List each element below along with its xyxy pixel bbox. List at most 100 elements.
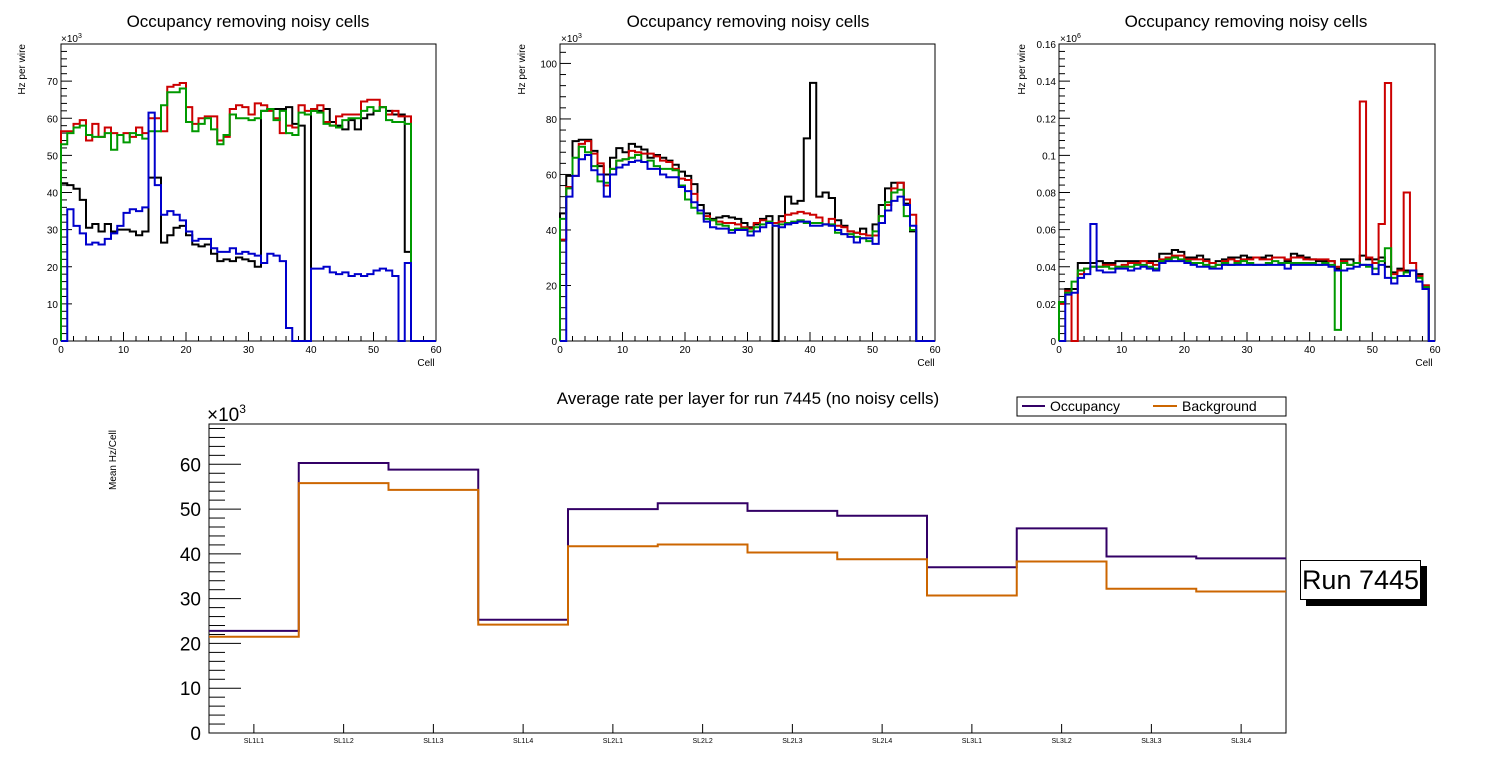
- x-tick-label: 40: [1304, 345, 1316, 356]
- series-line-green: [559, 145, 935, 342]
- y-tick-label: 70: [47, 77, 59, 88]
- x-tick-label: 10: [617, 345, 629, 356]
- panel-1-title: Occupancy removing noisy cells: [127, 12, 370, 31]
- y-tick-label: 30: [47, 226, 59, 237]
- y-tick-label: 80: [546, 115, 558, 126]
- y-tick-label: 60: [546, 170, 558, 181]
- y-tick-label: 60: [47, 114, 59, 125]
- y-tick-label: 50: [180, 500, 201, 521]
- x-tick-label: 40: [804, 345, 816, 356]
- summary-ylabel: Mean Hz/Cell: [108, 430, 119, 490]
- y-tick-label: 20: [180, 634, 201, 655]
- y-tick-label: 0: [190, 724, 201, 745]
- legend-label-background: Background: [1182, 398, 1257, 414]
- series-line-blue: [61, 111, 436, 342]
- panel-2-xlabel: Cell: [917, 358, 934, 369]
- x-tick-label: 20: [1179, 345, 1191, 356]
- panel-3-exponent: ×106: [1060, 33, 1081, 45]
- y-tick-label: 20: [546, 281, 558, 292]
- exponent-power: 3: [239, 402, 246, 416]
- y-tick-label: 0.12: [1037, 114, 1057, 125]
- y-tick-label: 30: [180, 590, 201, 611]
- x-tick-label: 50: [1367, 345, 1379, 356]
- x-tick-label: 0: [1056, 345, 1062, 356]
- legend: Occupancy Background: [1016, 396, 1287, 417]
- panel-2-title: Occupancy removing noisy cells: [627, 12, 870, 31]
- x-tick-label: 30: [243, 345, 255, 356]
- panel-3-ylabel: Hz per wire: [1017, 44, 1028, 95]
- y-tick-label: 0.06: [1037, 226, 1057, 237]
- series-line-blue: [1059, 223, 1435, 342]
- summary-title: Average rate per layer for run 7445 (no …: [557, 389, 939, 408]
- series-line-red: [1058, 81, 1435, 342]
- series-line-occupancy: [209, 461, 1286, 632]
- x-category-label: SL2L4: [872, 738, 892, 745]
- x-category-label: SL2L2: [693, 738, 713, 745]
- x-tick-label: 20: [180, 345, 192, 356]
- y-tick-label: 0.16: [1037, 40, 1057, 51]
- x-category-label: SL2L1: [603, 738, 623, 745]
- x-category-label: SL2L3: [782, 738, 802, 745]
- x-tick-label: 60: [929, 345, 941, 356]
- x-category-label: SL1L4: [513, 738, 533, 745]
- exponent-base: ×10: [207, 405, 239, 426]
- y-tick-label: 0.14: [1037, 77, 1057, 88]
- series-line-blue: [560, 154, 935, 342]
- plot-frame: [1058, 43, 1436, 342]
- panel-1-ylabel: Hz per wire: [17, 44, 28, 95]
- exponent-base: ×10: [561, 34, 578, 45]
- summary-panel: Average rate per layer for run 7445 (no …: [108, 389, 1287, 745]
- y-tick-label: 0.04: [1037, 263, 1057, 274]
- series-line-background: [209, 482, 1286, 638]
- x-tick-label: 20: [679, 345, 691, 356]
- x-tick-label: 60: [430, 345, 442, 356]
- legend-box: [1016, 396, 1287, 417]
- x-tick-label: 0: [58, 345, 64, 356]
- x-category-label: SL3L4: [1231, 738, 1251, 745]
- run-label-box: Run 7445: [1300, 560, 1421, 600]
- y-tick-label: 60: [180, 455, 201, 476]
- x-tick-label: 50: [368, 345, 380, 356]
- y-tick-label: 0: [52, 337, 58, 348]
- panel-3-title: Occupancy removing noisy cells: [1125, 12, 1368, 31]
- plot-frame: [208, 423, 1287, 734]
- y-tick-label: 40: [546, 226, 558, 237]
- summary-exponent: ×103: [207, 402, 246, 426]
- y-tick-label: 40: [180, 545, 201, 566]
- panel-1-exponent: ×103: [61, 33, 82, 45]
- exponent-power: 6: [1077, 33, 1081, 40]
- panel-2: Occupancy removing noisy cells Cell Hz p…: [517, 12, 941, 369]
- y-tick-label: 20: [47, 263, 59, 274]
- x-tick-label: 30: [742, 345, 754, 356]
- x-tick-label: 50: [867, 345, 879, 356]
- panel-2-ylabel: Hz per wire: [517, 44, 528, 95]
- x-tick-label: 60: [1429, 345, 1441, 356]
- x-category-label: SL1L3: [423, 738, 443, 745]
- y-tick-label: 10: [180, 679, 201, 700]
- y-tick-label: 40: [47, 189, 59, 200]
- panel-1: Occupancy removing noisy cells Cell Hz p…: [17, 12, 442, 369]
- exponent-power: 3: [578, 33, 582, 40]
- exponent-base: ×10: [61, 34, 78, 45]
- x-category-label: SL1L1: [244, 738, 264, 745]
- plot-frame: [60, 43, 437, 342]
- panel-1-xlabel: Cell: [417, 358, 434, 369]
- y-tick-label: 0: [551, 337, 557, 348]
- x-tick-label: 0: [557, 345, 563, 356]
- panel-3-xlabel: Cell: [1415, 358, 1432, 369]
- exponent-base: ×10: [1060, 34, 1077, 45]
- y-tick-label: 0.08: [1037, 189, 1057, 200]
- x-category-label: SL3L3: [1141, 738, 1161, 745]
- series-line-black: [559, 81, 935, 342]
- y-tick-label: 0: [1050, 337, 1056, 348]
- legend-label-occupancy: Occupancy: [1050, 398, 1120, 414]
- series-line-red: [60, 81, 436, 342]
- plot-frame: [559, 43, 936, 342]
- panel-3: Occupancy removing noisy cells Cell Hz p…: [1017, 12, 1441, 369]
- y-tick-label: 0.02: [1037, 300, 1057, 311]
- y-tick-label: 10: [47, 300, 59, 311]
- x-tick-label: 10: [1116, 345, 1128, 356]
- y-tick-label: 0.1: [1042, 151, 1056, 162]
- series-line-green: [60, 87, 436, 342]
